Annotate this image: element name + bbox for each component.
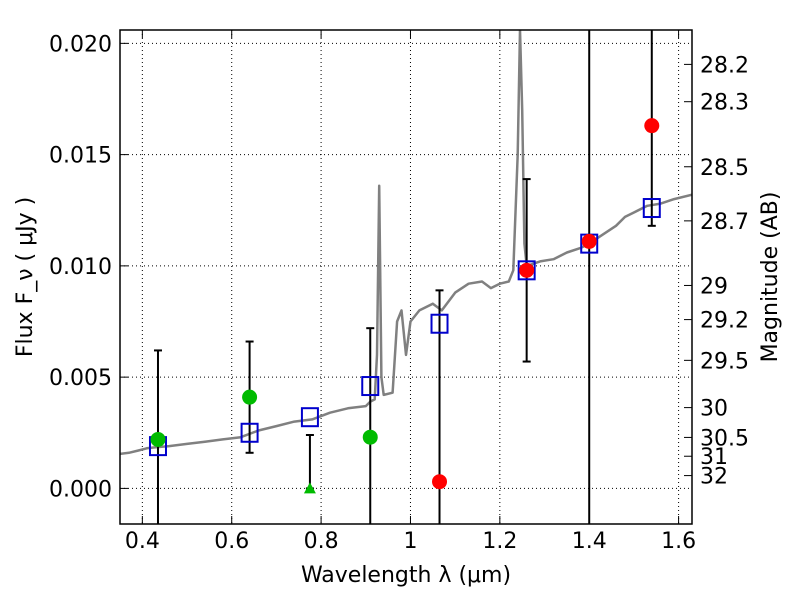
green-data-point: [242, 389, 258, 405]
y2-tick-label: 29: [700, 274, 728, 299]
y2-axis-label-text: Magnitude (AB): [758, 192, 783, 363]
model-flux-square: [430, 313, 449, 334]
x-tick-label: 1.2: [482, 529, 517, 554]
model-flux-square: [240, 422, 259, 443]
red-data-point: [644, 118, 660, 134]
y2-tick-label: 29.2: [700, 309, 749, 334]
y2-tick-label: 28.5: [700, 156, 749, 181]
y2-axis-label: Magnitude (AB): [758, 192, 783, 363]
x-axis-label: Wavelength λ (μm): [301, 563, 511, 588]
red-data-point: [432, 474, 448, 490]
grid-lines: [120, 30, 692, 524]
y-tick-label: 0.005: [49, 366, 112, 391]
green-data-point: [150, 431, 166, 447]
y2-tick-label: 31: [700, 445, 728, 470]
y2-tick-label: 28.7: [700, 210, 749, 235]
y2-tick-label: 30: [700, 397, 728, 422]
x-tick-label: 0.4: [125, 529, 160, 554]
plot-data: [120, 30, 692, 524]
y-axis-label: Flux F_ν ( μJy ): [13, 197, 38, 357]
x-tick-label: 0.8: [304, 529, 339, 554]
y-axis-label-text: Flux F_ν ( μJy ): [13, 197, 38, 357]
y2-tick-label: 29.5: [700, 349, 749, 374]
x-tick-label: 1.4: [572, 529, 607, 554]
red-data-point: [581, 233, 597, 249]
y-tick-label: 0.000: [49, 477, 112, 502]
model-flux-square: [517, 260, 536, 281]
x-tick-label: 1: [403, 529, 417, 554]
model-flux-square: [361, 376, 380, 397]
x-tick-label: 0.6: [214, 529, 249, 554]
y2-tick-label: 28.2: [700, 53, 749, 78]
green-data-point: [362, 429, 378, 445]
x-tick-label: 1.6: [661, 529, 696, 554]
plot-frame: [119, 29, 693, 525]
y-tick-label: 0.010: [49, 255, 112, 280]
y2-tick-label: 32: [700, 465, 728, 490]
model-flux-square: [300, 407, 319, 428]
model-flux-square: [642, 198, 661, 219]
red-data-point: [519, 262, 535, 278]
y2-tick-label: 28.3: [700, 91, 749, 116]
axis-ticks: 0.4 0.6 0.8 1 1.2 1.4 1.6 0.000 0.005 0.010 0.015 0…: [49, 30, 749, 554]
model-spectrum-line: [120, 30, 692, 456]
y-tick-label: 0.015: [49, 144, 112, 169]
green-triangle-point: [303, 482, 316, 494]
y2-tick-label: 30.5: [700, 426, 749, 451]
y-tick-label: 0.020: [49, 32, 112, 57]
